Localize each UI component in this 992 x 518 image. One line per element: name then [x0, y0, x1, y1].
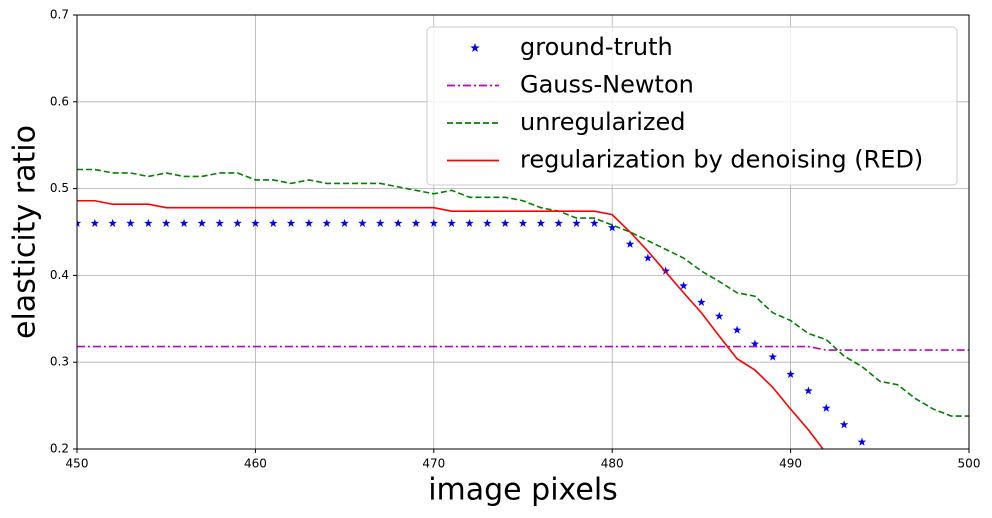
x-tick-label: 500 — [958, 457, 981, 471]
star-marker — [768, 352, 778, 361]
star-marker — [804, 386, 813, 395]
star-marker — [839, 420, 849, 429]
star-marker — [483, 218, 492, 227]
star-marker — [304, 218, 314, 227]
legend-label: ground-truth — [520, 33, 673, 61]
star-marker — [447, 218, 456, 227]
star-marker — [786, 369, 795, 378]
series-line — [77, 168, 969, 417]
star-marker — [429, 218, 439, 227]
legend-swatch — [470, 43, 480, 53]
x-axis-label: image pixels — [428, 473, 618, 508]
x-tick-label: 480 — [601, 457, 624, 471]
star-marker — [714, 311, 724, 320]
star-marker — [233, 218, 242, 227]
star-marker — [144, 218, 153, 227]
series-line — [77, 345, 969, 351]
x-tick-label: 470 — [422, 457, 445, 471]
x-tick-label: 450 — [66, 457, 89, 471]
star-marker — [732, 325, 742, 334]
y-tick-label: 0.7 — [50, 8, 69, 22]
star-marker — [340, 218, 349, 227]
star-marker — [697, 297, 706, 306]
star-marker — [500, 218, 510, 227]
series-line — [77, 199, 824, 449]
y-tick-label: 0.4 — [50, 268, 69, 282]
star-marker — [822, 403, 831, 412]
star-marker — [411, 218, 421, 227]
star-marker — [590, 218, 599, 227]
star-marker — [251, 218, 260, 227]
star-marker — [465, 218, 474, 227]
star-marker — [108, 218, 117, 227]
y-tick-label: 0.2 — [50, 442, 69, 456]
star-marker — [161, 218, 171, 227]
star-marker — [393, 218, 403, 227]
y-tick-label: 0.5 — [50, 181, 69, 195]
star-marker — [572, 218, 581, 227]
star-marker — [286, 218, 296, 227]
star-marker — [607, 223, 617, 232]
star-marker — [857, 437, 867, 446]
star-marker — [376, 218, 385, 227]
y-axis-label: elasticity ratio — [8, 125, 43, 339]
star-marker — [625, 239, 635, 248]
legend-label: regularization by denoising (RED) — [520, 146, 923, 174]
plot-area — [77, 168, 969, 449]
star-marker — [215, 218, 224, 227]
star-marker — [679, 281, 688, 290]
star-marker — [750, 339, 760, 348]
star-marker — [179, 218, 189, 227]
star-marker — [322, 218, 332, 227]
star-marker — [661, 266, 670, 275]
x-tick-label: 490 — [779, 457, 802, 471]
star-marker — [554, 218, 563, 227]
star-marker — [536, 218, 546, 227]
legend-box — [426, 26, 958, 186]
star-marker — [268, 218, 278, 227]
star-marker — [643, 253, 653, 262]
axes-frame — [76, 14, 970, 450]
star-marker — [90, 218, 100, 227]
x-tick-label: 460 — [244, 457, 267, 471]
y-tick-label: 0.3 — [50, 355, 69, 369]
star-marker — [77, 218, 82, 227]
legend: ground-truth Gauss-Newton unregularized reg… — [426, 26, 958, 186]
star-marker — [518, 218, 528, 227]
legend-label: unregularized — [520, 108, 685, 136]
star-marker — [126, 218, 135, 227]
legend-label: Gauss-Newton — [520, 71, 694, 99]
star-marker — [358, 218, 367, 227]
star-marker — [197, 218, 207, 227]
y-tick-label: 0.6 — [50, 94, 69, 108]
